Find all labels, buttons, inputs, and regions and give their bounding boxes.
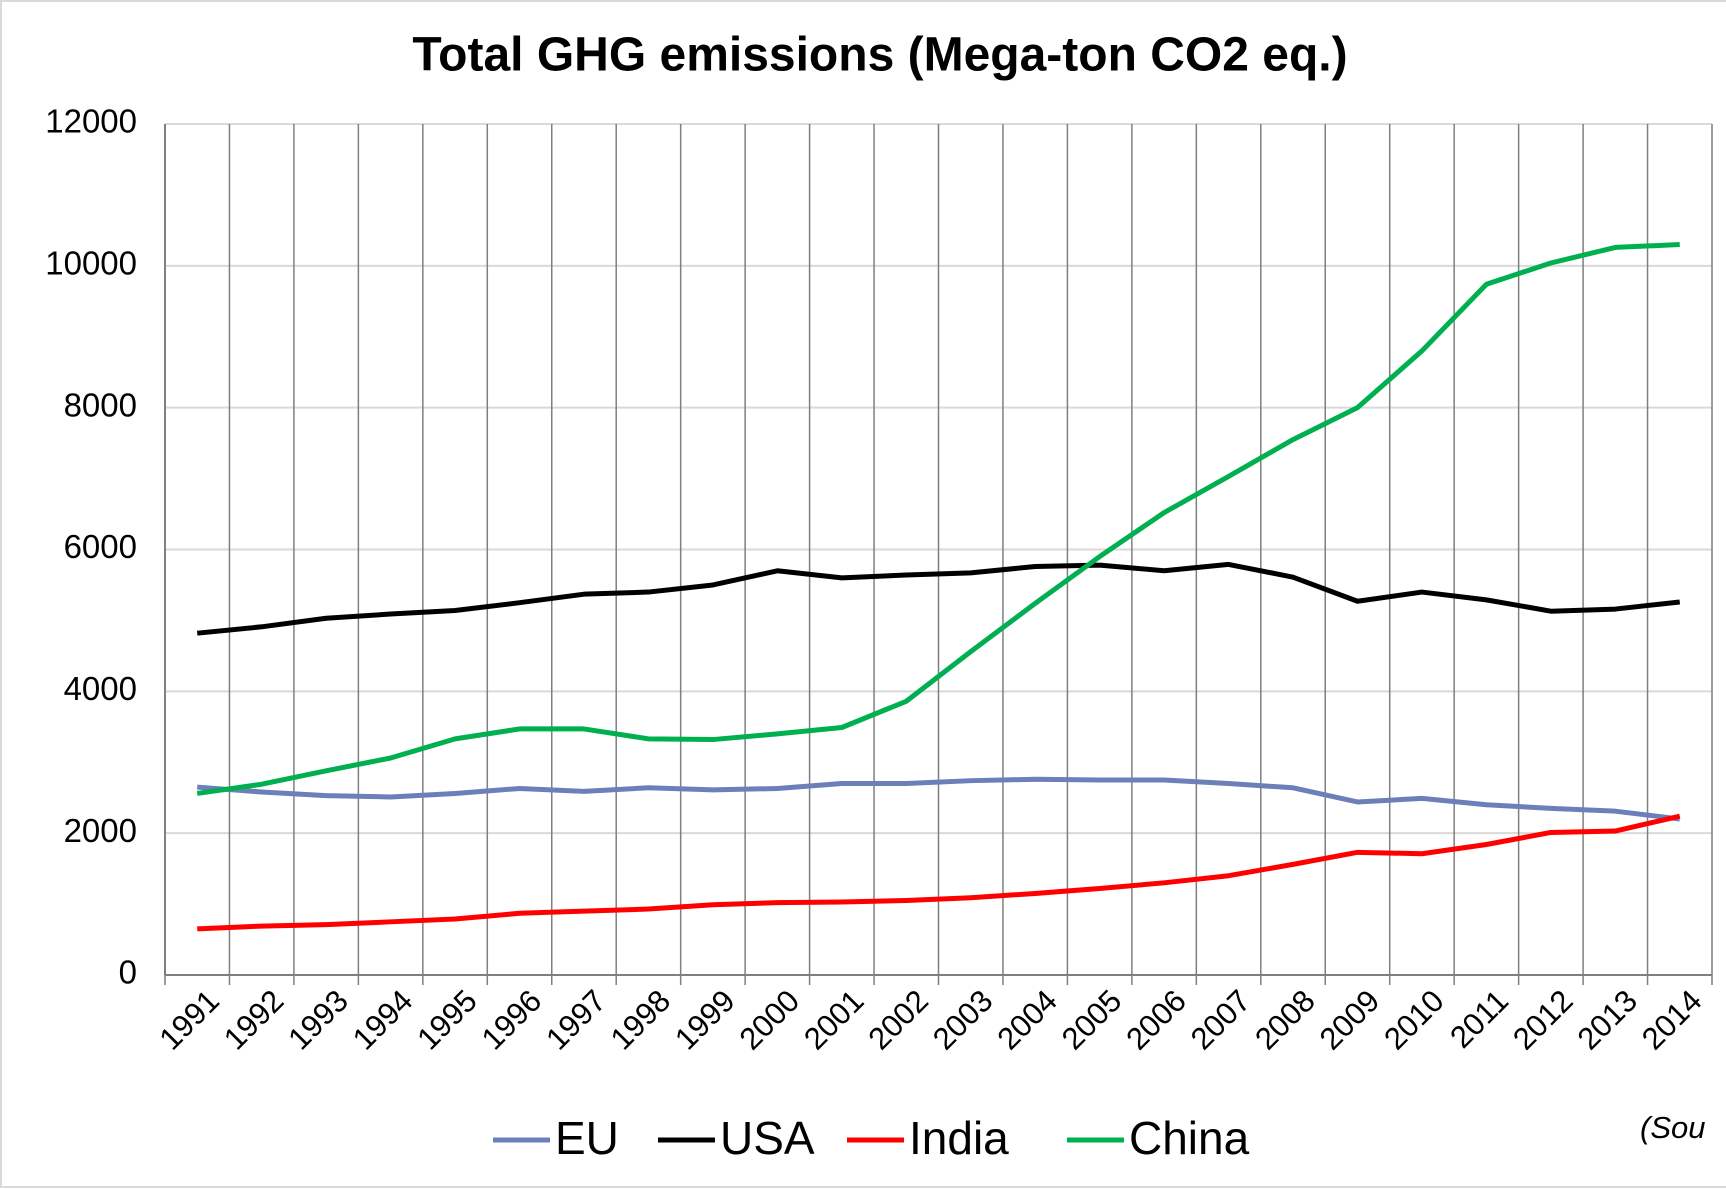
source-note: (Sou: [1640, 1110, 1705, 1145]
y-tick-label: 2000: [64, 812, 137, 849]
y-tick-label: 12000: [45, 103, 137, 140]
legend-label: USA: [720, 1112, 815, 1164]
series-line: [196, 242, 1680, 796]
series-line: [197, 776, 1681, 822]
chart-title: Total GHG emissions (Mega-ton CO2 eq.): [412, 29, 1347, 82]
y-tick-label: 10000: [45, 245, 137, 282]
legend-label: India: [909, 1112, 1009, 1164]
series-line: [197, 813, 1681, 932]
y-tick-label: 8000: [64, 386, 137, 423]
y-tick-label: 6000: [64, 528, 137, 565]
y-tick-label: 4000: [64, 670, 137, 707]
series-line: [196, 561, 1681, 636]
legend-label: EU: [555, 1112, 619, 1164]
legend-label: China: [1129, 1112, 1250, 1164]
y-tick-label: 0: [119, 954, 137, 991]
